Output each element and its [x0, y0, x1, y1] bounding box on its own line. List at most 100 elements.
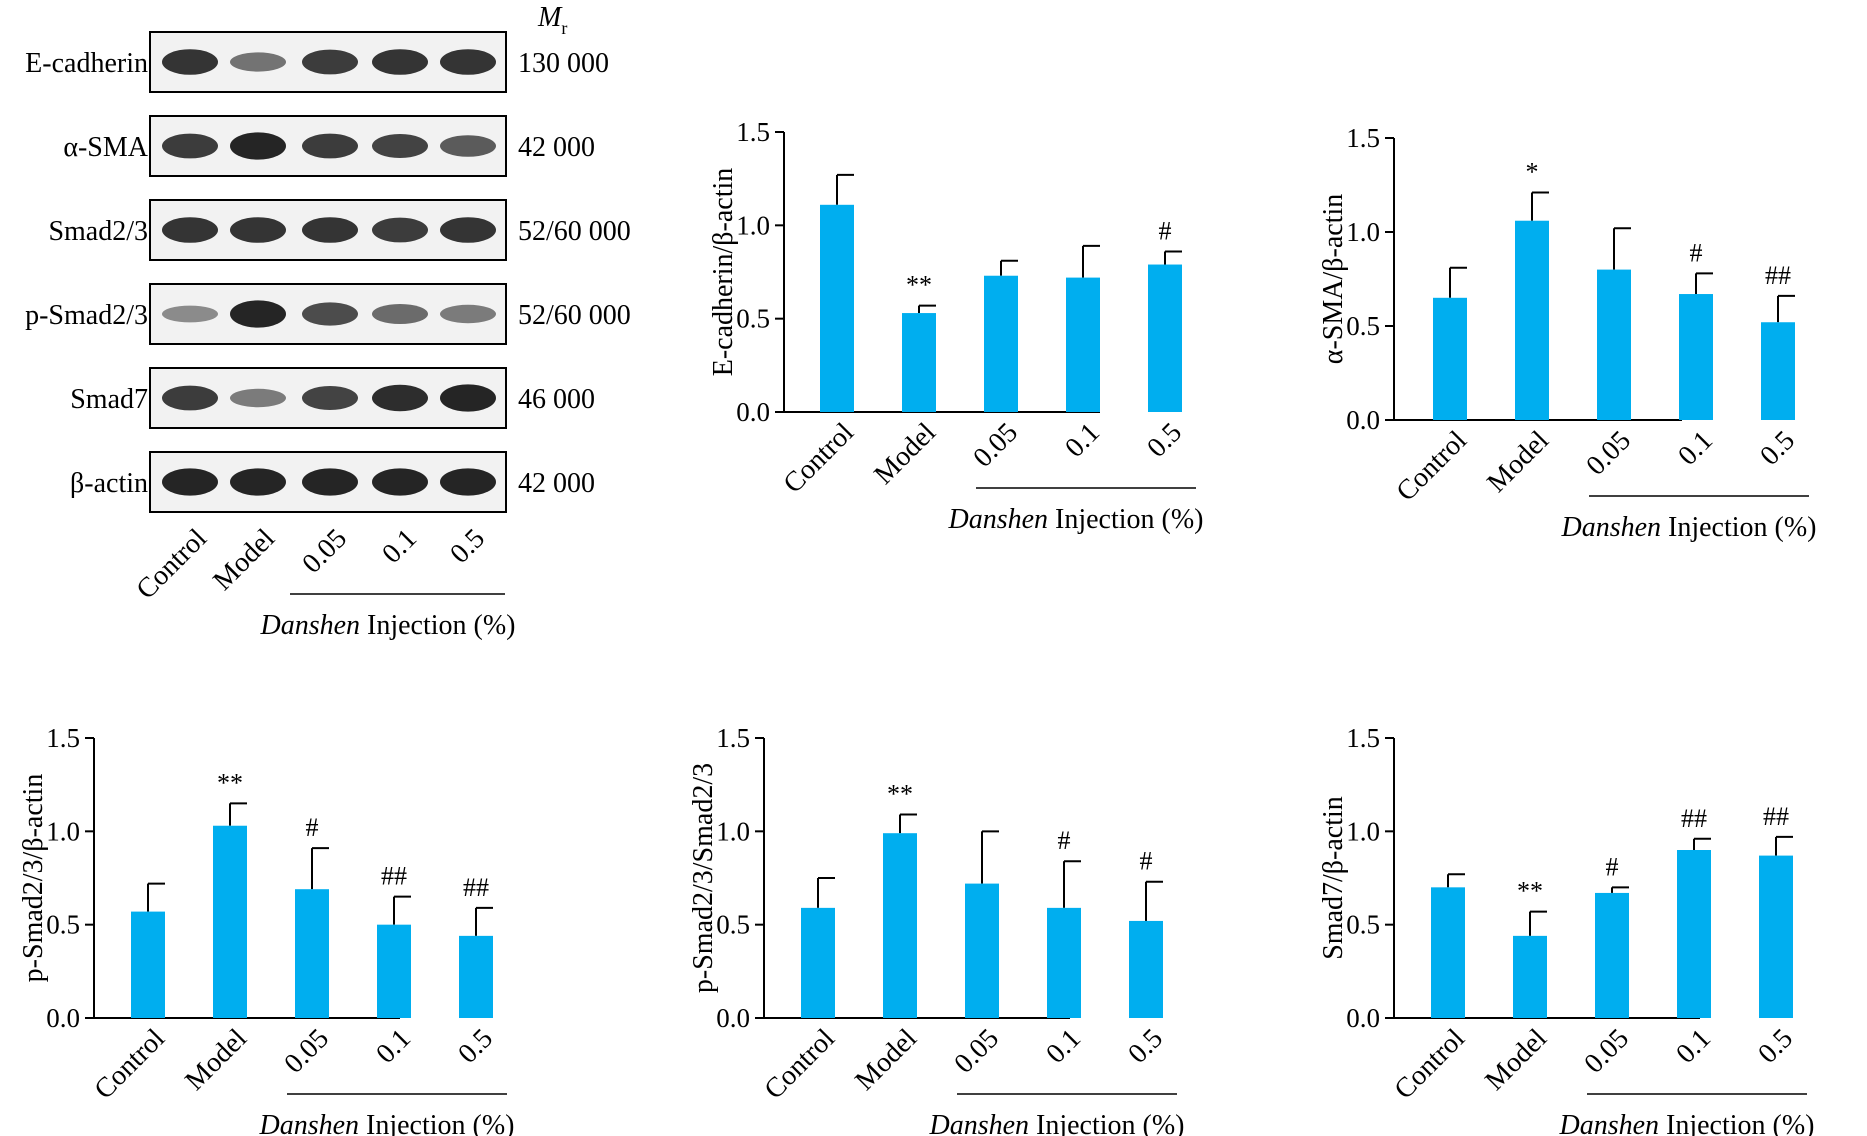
significance-marker: **	[1517, 877, 1543, 906]
bar	[984, 275, 1018, 412]
bar	[1759, 855, 1793, 1018]
blot-band	[162, 49, 218, 75]
x-tick-label: 0.5	[1141, 417, 1188, 464]
bar	[377, 924, 411, 1018]
blot-lane-label: 0.05	[296, 523, 353, 580]
bar	[213, 825, 247, 1018]
group-label: Danshen Injection (%)	[258, 1110, 514, 1136]
blot-row-label: β-actin	[70, 468, 148, 499]
x-tick-label: Control	[759, 1023, 842, 1106]
blot-band	[162, 305, 218, 323]
p-smad23-smad23-bar-chart: 0.0 0.5 1.0 1.5 p-Smad2/3/Smad2/3 Control ** Mo…	[688, 723, 1185, 1136]
mr-label: M	[537, 2, 563, 33]
blot-row-label: p-Smad2/3	[25, 300, 148, 331]
blot-band	[162, 133, 218, 159]
group-label-rest: Injection (%)	[1048, 504, 1204, 535]
significance-marker: *	[1526, 158, 1539, 187]
y-axis-label: α-SMA/β-actin	[1318, 194, 1349, 364]
blot-band	[302, 49, 358, 75]
bar	[1433, 297, 1467, 420]
blot-mw-label: 46 000	[518, 384, 595, 415]
bar	[965, 883, 999, 1018]
y-tick-label: 1.0	[716, 816, 750, 846]
y-tick-label: 0.5	[736, 304, 770, 334]
x-tick-label: Control	[1391, 425, 1474, 508]
group-label-italic: Danshen	[258, 1110, 359, 1136]
group-label-italic: Danshen	[947, 504, 1048, 535]
x-tick-label: 0.1	[1672, 425, 1719, 472]
x-tick-label: 0.05	[1578, 1023, 1635, 1080]
western-blot-panel: Mr E-cadherin 130 000 α-SMA 42 000 Smad2/3 52/…	[25, 2, 631, 641]
blot-row-label: E-cadherin	[25, 48, 148, 79]
blot-lane-label: Model	[207, 523, 281, 597]
blot-group-label: Danshen Injection (%)	[259, 610, 515, 641]
blot-band	[440, 468, 496, 496]
y-tick-label: 1.5	[736, 120, 770, 147]
group-label: Danshen Injection (%)	[1560, 512, 1816, 543]
significance-marker: #	[1058, 826, 1071, 855]
y-tick-label: 0.5	[1346, 311, 1380, 341]
significance-marker: **	[887, 780, 913, 809]
blot-lane-label: 0.1	[376, 523, 423, 570]
group-label-italic: Danshen	[928, 1110, 1029, 1136]
y-axis-label: p-Smad2/3/β-actin	[18, 774, 49, 983]
y-tick-label: 0.5	[1346, 910, 1380, 940]
blot-group-italic: Danshen	[259, 610, 360, 641]
x-tick-label: 0.1	[1059, 417, 1106, 464]
x-tick-label: Control	[89, 1023, 172, 1106]
group-label-rest: Injection (%)	[1029, 1110, 1185, 1136]
y-tick-label: 0.5	[46, 910, 80, 940]
group-label-italic: Danshen	[1560, 512, 1661, 543]
x-tick-label: 0.1	[370, 1023, 417, 1070]
group-label-rest: Injection (%)	[359, 1110, 515, 1136]
significance-marker: #	[1690, 238, 1703, 267]
bar	[459, 935, 493, 1018]
bar	[1679, 294, 1713, 420]
y-tick-label: 1.0	[46, 816, 80, 846]
blot-band	[302, 386, 358, 410]
blot-band	[302, 468, 358, 496]
p-smad23-actin-bar-chart: 0.0 0.5 1.0 1.5 p-Smad2/3/β-actin Control ** Mo…	[18, 723, 515, 1136]
group-label: Danshen Injection (%)	[928, 1110, 1184, 1136]
significance-marker: #	[1606, 852, 1619, 881]
bar	[1595, 892, 1629, 1018]
x-tick-label: 0.05	[967, 417, 1024, 474]
blot-band	[230, 388, 286, 408]
x-tick-label: 0.1	[1670, 1023, 1717, 1070]
significance-marker: ##	[463, 873, 489, 902]
significance-marker: **	[906, 271, 932, 300]
significance-marker: ##	[381, 862, 407, 891]
blot-band	[230, 132, 286, 160]
group-label-rest: Injection (%)	[1661, 512, 1817, 543]
blot-lane-label: Control	[131, 523, 214, 606]
x-tick-label: 0.05	[278, 1023, 335, 1080]
y-tick-label: 1.5	[1346, 723, 1380, 753]
y-axis-label: E-cadherin/β-actin	[708, 168, 739, 377]
group-label: Danshen Injection (%)	[947, 504, 1203, 535]
y-tick-label: 1.5	[46, 723, 80, 753]
blot-band	[440, 49, 496, 75]
bar	[1066, 277, 1100, 412]
x-tick-label: Model	[1479, 1023, 1553, 1097]
blot-mw-label: 42 000	[518, 132, 595, 163]
bar	[1431, 887, 1465, 1018]
blot-band	[230, 468, 286, 496]
bar	[883, 833, 917, 1018]
bar	[295, 889, 329, 1018]
y-axis-label: Smad7/β-actin	[1318, 796, 1349, 960]
mr-subscript: r	[561, 18, 567, 38]
group-label: Danshen Injection (%)	[1558, 1110, 1814, 1136]
y-tick-label: 0.0	[46, 1003, 80, 1033]
blot-band	[230, 300, 286, 328]
y-tick-label: 0.0	[736, 397, 770, 427]
blot-mw-label: 52/60 000	[518, 216, 631, 247]
y-tick-label: 0.0	[1346, 1003, 1380, 1033]
bar	[801, 907, 835, 1018]
x-tick-label: Model	[179, 1023, 253, 1097]
blot-group-rest: Injection (%)	[360, 610, 516, 641]
blot-band	[230, 217, 286, 243]
blot-band	[372, 384, 428, 412]
group-label-italic: Danshen	[1558, 1110, 1659, 1136]
blot-band	[302, 302, 358, 326]
smad7-bar-chart: 0.0 0.5 1.0 1.5 Smad7/β-actin Control ** Model #…	[1318, 723, 1815, 1136]
